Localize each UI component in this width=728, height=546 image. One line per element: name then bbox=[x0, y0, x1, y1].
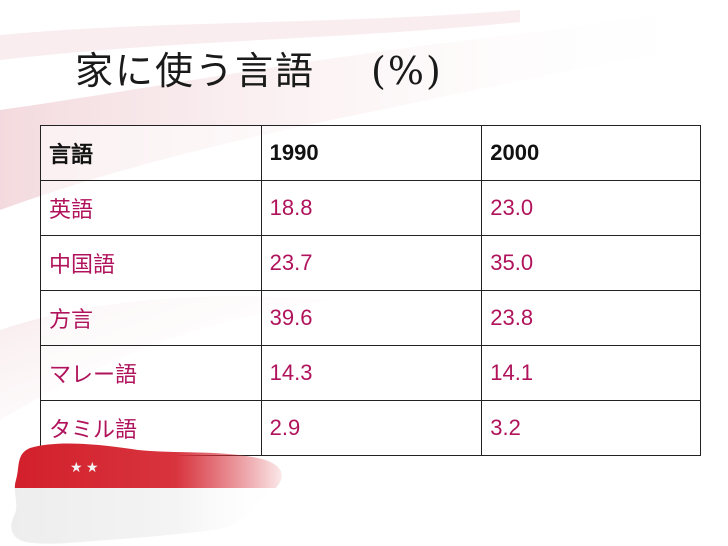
title-text: 家に使う言語 bbox=[75, 49, 316, 93]
table-row: 英語 18.8 23.0 bbox=[40, 180, 701, 236]
title-unit: (%) bbox=[371, 49, 443, 93]
cell-1990: 14.3 bbox=[260, 345, 483, 401]
cell-1990: 18.8 bbox=[260, 180, 483, 236]
cell-1990: 2.9 bbox=[260, 400, 483, 456]
header-cell-2000: 2000 bbox=[481, 125, 701, 181]
table-header-row: 言語 1990 2000 bbox=[40, 125, 701, 181]
language-table: 言語 1990 2000 英語 18.8 23.0 中国語 23.7 35.0 … bbox=[40, 125, 701, 456]
cell-2000: 3.2 bbox=[481, 400, 701, 456]
cell-2000: 35.0 bbox=[481, 235, 701, 291]
svg-text:★: ★ bbox=[70, 460, 83, 476]
table-row: 方言 39.6 23.8 bbox=[40, 290, 701, 346]
cell-language: 英語 bbox=[40, 180, 262, 236]
cell-2000: 23.0 bbox=[481, 180, 701, 236]
table-row: マレー語 14.3 14.1 bbox=[40, 345, 701, 401]
cell-2000: 23.8 bbox=[481, 290, 701, 346]
cell-1990: 39.6 bbox=[260, 290, 483, 346]
svg-text:★: ★ bbox=[86, 460, 99, 476]
cell-language: 中国語 bbox=[40, 235, 262, 291]
cell-language: 方言 bbox=[40, 290, 262, 346]
table-row: 中国語 23.7 35.0 bbox=[40, 235, 701, 291]
table-row: タミル語 2.9 3.2 bbox=[40, 400, 701, 456]
slide-title: 家に使う言語 (%) bbox=[75, 40, 443, 95]
header-cell-1990: 1990 bbox=[260, 125, 483, 181]
cell-1990: 23.7 bbox=[260, 235, 483, 291]
cell-language: マレー語 bbox=[40, 345, 262, 401]
header-cell-language: 言語 bbox=[40, 125, 262, 181]
cell-2000: 14.1 bbox=[481, 345, 701, 401]
singapore-flag-map-icon: ★ ★ bbox=[11, 443, 282, 544]
stars-icon: ★ ★ bbox=[70, 460, 99, 476]
